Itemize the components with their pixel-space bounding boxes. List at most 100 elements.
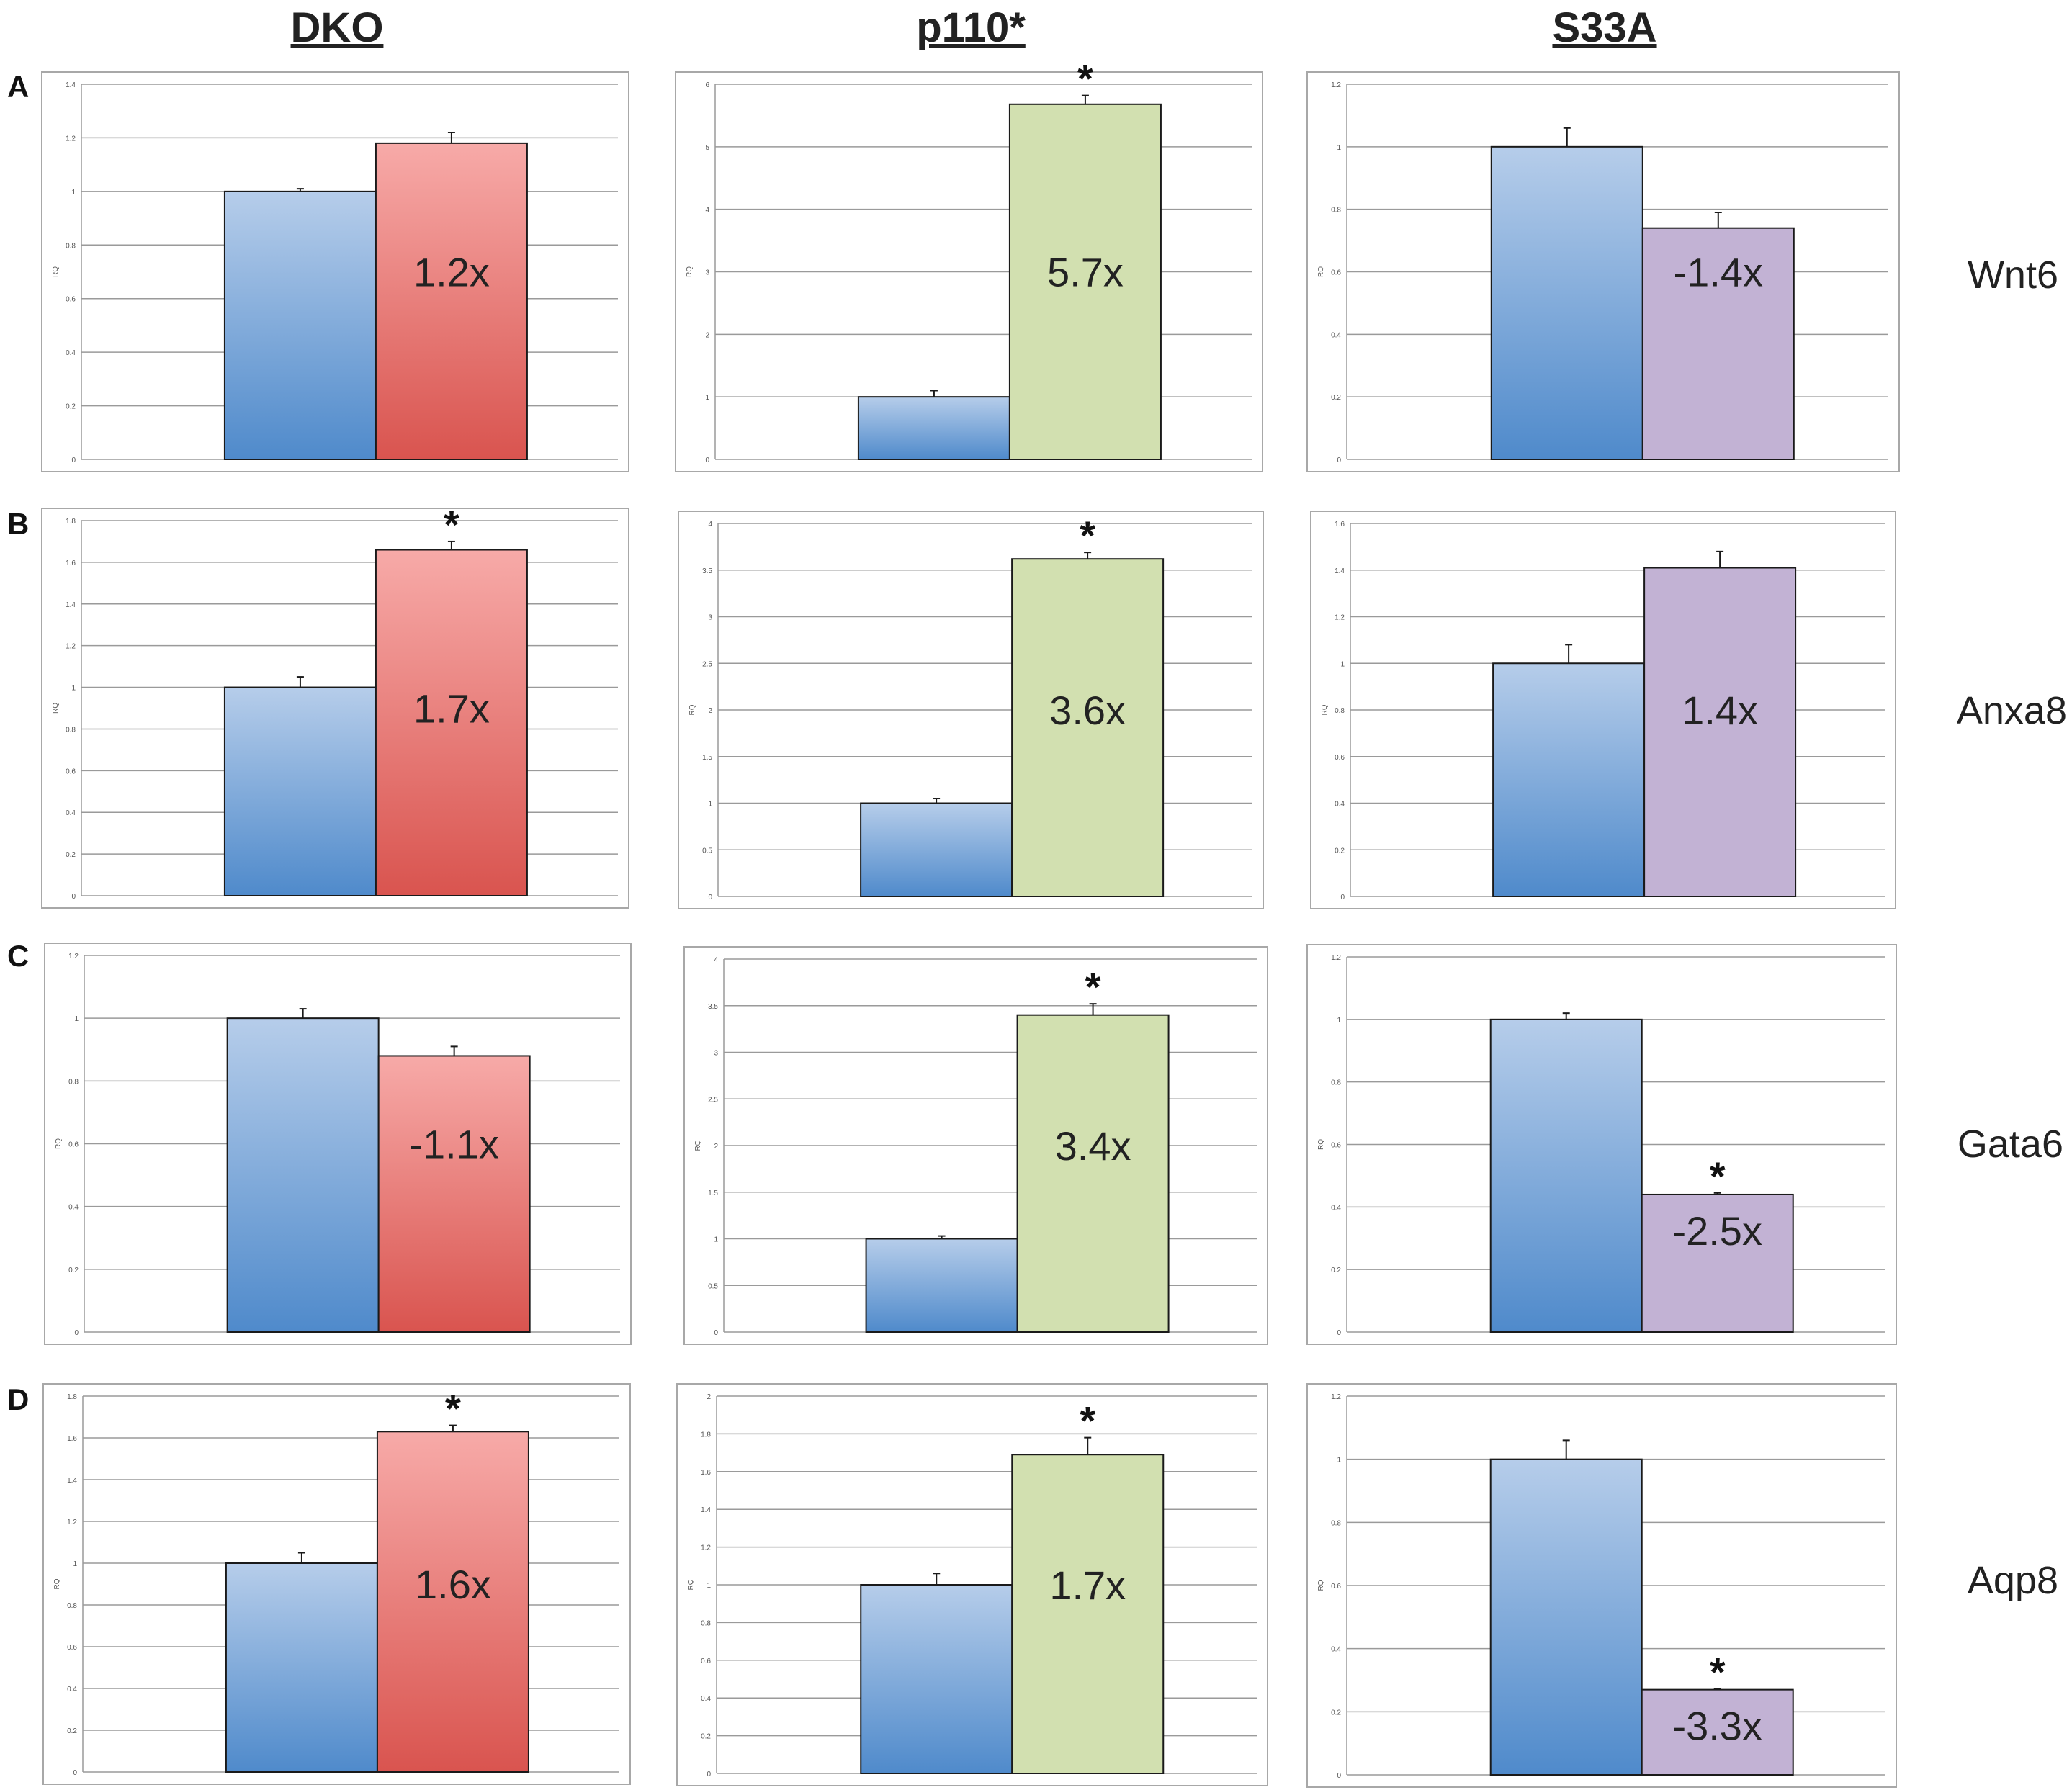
chart-c-p110-tick-label: 3.5 (708, 1003, 718, 1011)
chart-b-dko-tick-label: 1.4 (66, 601, 76, 609)
chart-b-s33a-bar-treatment (1643, 567, 1797, 897)
chart-b-s33a-fold-label: 1.4x (1682, 688, 1758, 733)
chart-b-dko-fold-label: 1.7x (413, 686, 490, 732)
chart-a-p110-tick-label: 3 (705, 269, 709, 277)
chart-b-s33a-tick-label: 0.6 (1335, 754, 1345, 762)
chart-b-dko-tick-label: 1.8 (66, 518, 76, 526)
chart-b-s33a-tick-label: 1 (1340, 660, 1345, 668)
chart-a-s33a: 0 0.2 0.4 0.6 0.8 1 1.2 RQ -1.4x (1306, 71, 1900, 472)
chart-c-p110-tick-label: 3 (714, 1050, 718, 1058)
chart-a-s33a-tick-label: 0 (1337, 457, 1341, 464)
chart-c-dko-tick-label: 1 (74, 1015, 79, 1023)
chart-a-p110-tick-label: 2 (705, 331, 709, 339)
column-header-p110: p110* (916, 4, 1026, 51)
chart-c-p110-tick-label: 4 (714, 956, 718, 964)
chart-d-s33a: 0 0.2 0.4 0.6 0.8 1 1.2 RQ -3.3x * (1306, 1383, 1897, 1788)
chart-a-dko-fold-label: 1.2x (413, 250, 490, 295)
chart-d-dko-bar-control (225, 1562, 378, 1773)
chart-a-dko-tick-label: 1 (71, 189, 76, 197)
chart-a-p110-y-label: RQ (686, 266, 694, 277)
chart-b-p110-tick-label: 0 (708, 894, 712, 901)
chart-d-s33a-fold-label: -3.3x (1672, 1704, 1762, 1749)
chart-b-s33a-tick-label: 0.4 (1335, 801, 1345, 809)
chart-d-p110-tick-label: 1.2 (701, 1544, 711, 1552)
chart-b-dko-tick-label: 1.6 (66, 559, 76, 567)
chart-b-p110-significance-star: * (1080, 513, 1095, 558)
chart-b-s33a-tick-label: 0.8 (1335, 707, 1345, 715)
chart-a-dko-bar-treatment (375, 142, 528, 460)
chart-d-dko-y-label: RQ (53, 1578, 61, 1589)
chart-c-p110: 0 0.5 1 1.5 2 2.5 3 3.5 4 RQ 3.4x * (683, 946, 1268, 1345)
chart-c-dko-tick-label: 0.2 (68, 1267, 79, 1274)
chart-c-p110-tick-label: 1.5 (708, 1189, 718, 1197)
chart-a-s33a-tick-label: 0.4 (1331, 331, 1341, 339)
row-letter-b: B (7, 507, 29, 541)
chart-b-dko-significance-star: * (444, 502, 459, 547)
chart-c-p110-fold-label: 3.4x (1055, 1123, 1131, 1169)
chart-d-p110-tick-label: 0 (707, 1771, 711, 1778)
chart-b-dko-bar-control (223, 686, 377, 896)
chart-d-dko-fold-label: 1.6x (415, 1562, 491, 1607)
chart-a-p110-tick-label: 1 (705, 394, 709, 402)
chart-c-p110-tick-label: 0.5 (708, 1282, 718, 1290)
chart-b-dko: 0 0.2 0.4 0.6 0.8 1 1.2 1.4 1.6 1.8 RQ 1.7x * (41, 502, 629, 909)
chart-c-s33a-tick-label: 0.2 (1331, 1267, 1341, 1274)
chart-d-s33a-tick-label: 0.2 (1331, 1709, 1341, 1717)
chart-a-dko-tick-label: 1.2 (66, 135, 76, 143)
chart-c-dko-fold-label: -1.1x (409, 1122, 499, 1167)
chart-c-s33a-tick-label: 0 (1337, 1329, 1341, 1337)
column-header-s33a: S33A (1552, 4, 1656, 51)
chart-a-s33a-tick-label: 0.8 (1331, 207, 1341, 215)
chart-c-s33a-fold-label: -2.5x (1672, 1208, 1762, 1254)
chart-d-dko-tick-label: 0.2 (67, 1727, 77, 1735)
chart-b-p110-bar-control (860, 802, 1013, 897)
chart-d-p110-fold-label: 1.7x (1049, 1562, 1126, 1608)
chart-b-p110-tick-label: 4 (708, 521, 712, 529)
chart-c-s33a-tick-label: 1 (1337, 1017, 1341, 1025)
chart-d-dko-tick-label: 1.4 (67, 1477, 77, 1485)
chart-c-p110-tick-label: 1 (714, 1236, 718, 1244)
chart-b-p110-bar-treatment (1011, 558, 1165, 898)
chart-b-dko-tick-label: 1 (71, 685, 76, 693)
chart-a-p110-fold-label: 5.7x (1047, 250, 1124, 295)
chart-b-dko-tick-label: 0.4 (66, 809, 76, 817)
chart-d-p110-tick-label: 0.2 (701, 1733, 711, 1741)
chart-a-p110: 0 1 2 3 4 5 6 RQ 5.7x * (675, 56, 1263, 472)
chart-a-p110-tick-label: 6 (705, 81, 709, 89)
chart-b-p110-y-label: RQ (689, 704, 696, 715)
chart-d-p110-bar-treatment (1011, 1454, 1165, 1774)
column-header-dko: DKO (291, 4, 384, 51)
chart-b-dko-tick-label: 0.8 (66, 726, 76, 734)
chart-c-p110-tick-label: 0 (714, 1329, 718, 1337)
chart-a-s33a-tick-label: 1 (1337, 144, 1341, 152)
chart-b-p110-fold-label: 3.6x (1049, 688, 1126, 733)
chart-d-p110-tick-label: 1 (707, 1582, 711, 1590)
chart-a-s33a-tick-label: 0.6 (1331, 269, 1341, 277)
chart-c-s33a-y-label: RQ (1317, 1139, 1325, 1150)
chart-b-p110-tick-label: 3 (708, 614, 712, 622)
chart-a-s33a-tick-label: 1.2 (1331, 81, 1341, 89)
chart-d-s33a-tick-label: 1 (1337, 1457, 1341, 1465)
chart-b-dko-tick-label: 0.2 (66, 851, 76, 859)
chart-a-p110-tick-label: 4 (705, 207, 709, 215)
chart-d-p110-tick-label: 1.6 (701, 1469, 711, 1477)
chart-d-p110-bar-control (860, 1584, 1013, 1774)
chart-d-p110-tick-label: 0.4 (701, 1695, 711, 1703)
chart-d-p110-y-label: RQ (687, 1579, 695, 1590)
chart-d-p110-tick-label: 1.8 (701, 1431, 711, 1439)
chart-b-s33a-tick-label: 1.4 (1335, 567, 1345, 575)
chart-b-p110-tick-label: 2.5 (702, 660, 712, 668)
chart-d-dko-tick-label: 0.6 (67, 1644, 77, 1652)
chart-c-p110-bar-treatment (1016, 1014, 1170, 1333)
chart-a-p110-bar-control (857, 396, 1010, 461)
chart-c-p110-bar-control (865, 1238, 1018, 1333)
chart-a-dko-tick-label: 1.4 (66, 81, 76, 89)
chart-d-p110-significance-star: * (1080, 1398, 1095, 1444)
chart-d-dko-tick-label: 1.8 (67, 1393, 77, 1401)
chart-c-s33a-tick-label: 0.8 (1331, 1079, 1341, 1087)
chart-b-s33a-tick-label: 1.6 (1335, 521, 1345, 529)
chart-d-dko-tick-label: 0.4 (67, 1686, 77, 1694)
chart-b-p110-tick-label: 0.5 (702, 847, 712, 855)
chart-d-s33a-tick-label: 1.2 (1331, 1393, 1341, 1401)
chart-a-dko-tick-label: 0.4 (66, 349, 76, 357)
